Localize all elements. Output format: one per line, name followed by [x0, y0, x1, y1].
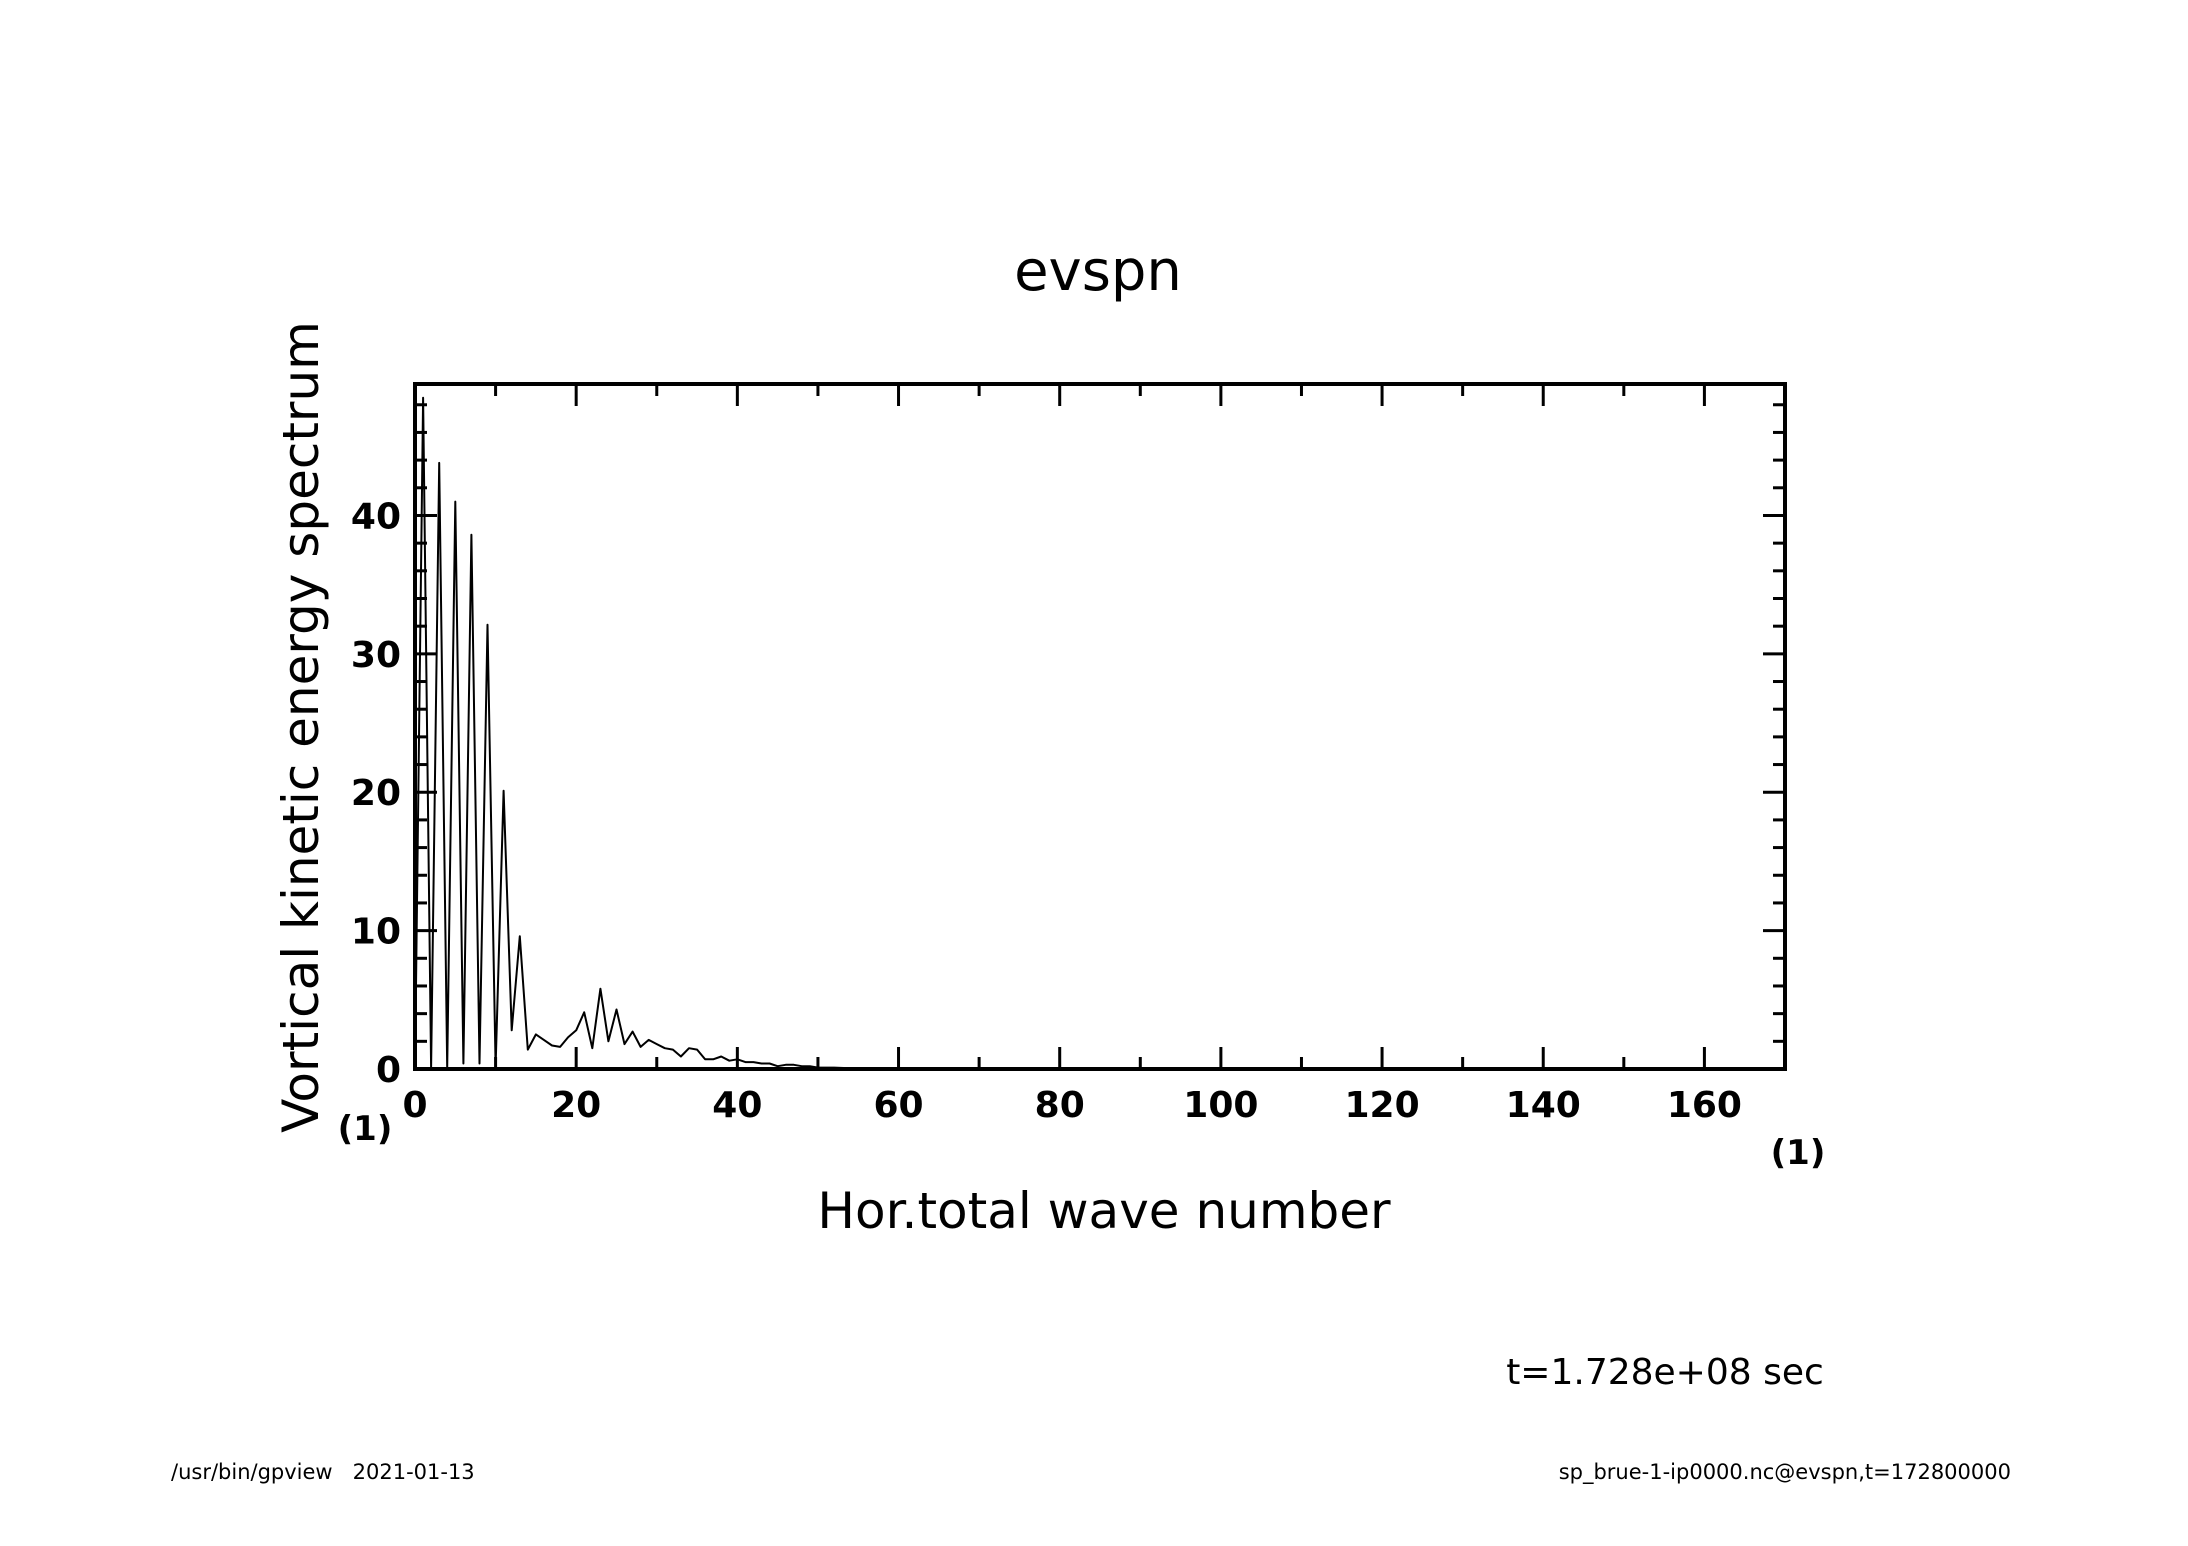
y-tick-label: 30 [351, 635, 401, 676]
y-unit-label: (1) [338, 1109, 393, 1149]
x-tick-label: 120 [1344, 1085, 1419, 1126]
x-tick-label: 80 [1035, 1085, 1085, 1126]
series-layer [414, 396, 1785, 1070]
footer-left: /usr/bin/gpview 2021-01-13 [171, 1460, 475, 1484]
footer-right: sp_brue-1-ip0000.nc@evspn,t=172800000 [1559, 1460, 2011, 1485]
y-tick-label: 0 [376, 1050, 401, 1091]
y-tick-label: 10 [351, 912, 401, 953]
axis-ticks [413, 384, 1787, 1071]
x-tick-label: 0 [402, 1085, 427, 1126]
series-line-0 [414, 396, 1785, 1070]
x-tick-label: 40 [712, 1085, 762, 1126]
x-tick-label: 140 [1506, 1085, 1581, 1126]
chart-title: evspn [1014, 239, 1182, 304]
x-axis-label: Hor.total wave number [817, 1182, 1391, 1240]
x-tick-label: 20 [551, 1085, 601, 1126]
x-tick-label: 100 [1183, 1085, 1258, 1126]
y-tick-label: 40 [351, 496, 401, 537]
y-tick-label: 20 [351, 773, 401, 814]
y-axis-label: Vortical kinetic energy spectrum [272, 321, 330, 1133]
plot-frame [413, 382, 1787, 1071]
x-unit-label: (1) [1771, 1133, 1826, 1173]
x-tick-label: 60 [873, 1085, 923, 1126]
tick-labels: 0 20 40 60 80 100 120 140 160 0 10 20 30 40 [351, 496, 1742, 1126]
time-annotation: t=1.728e+08 sec [1506, 1352, 1824, 1393]
x-tick-label: 160 [1667, 1085, 1742, 1126]
